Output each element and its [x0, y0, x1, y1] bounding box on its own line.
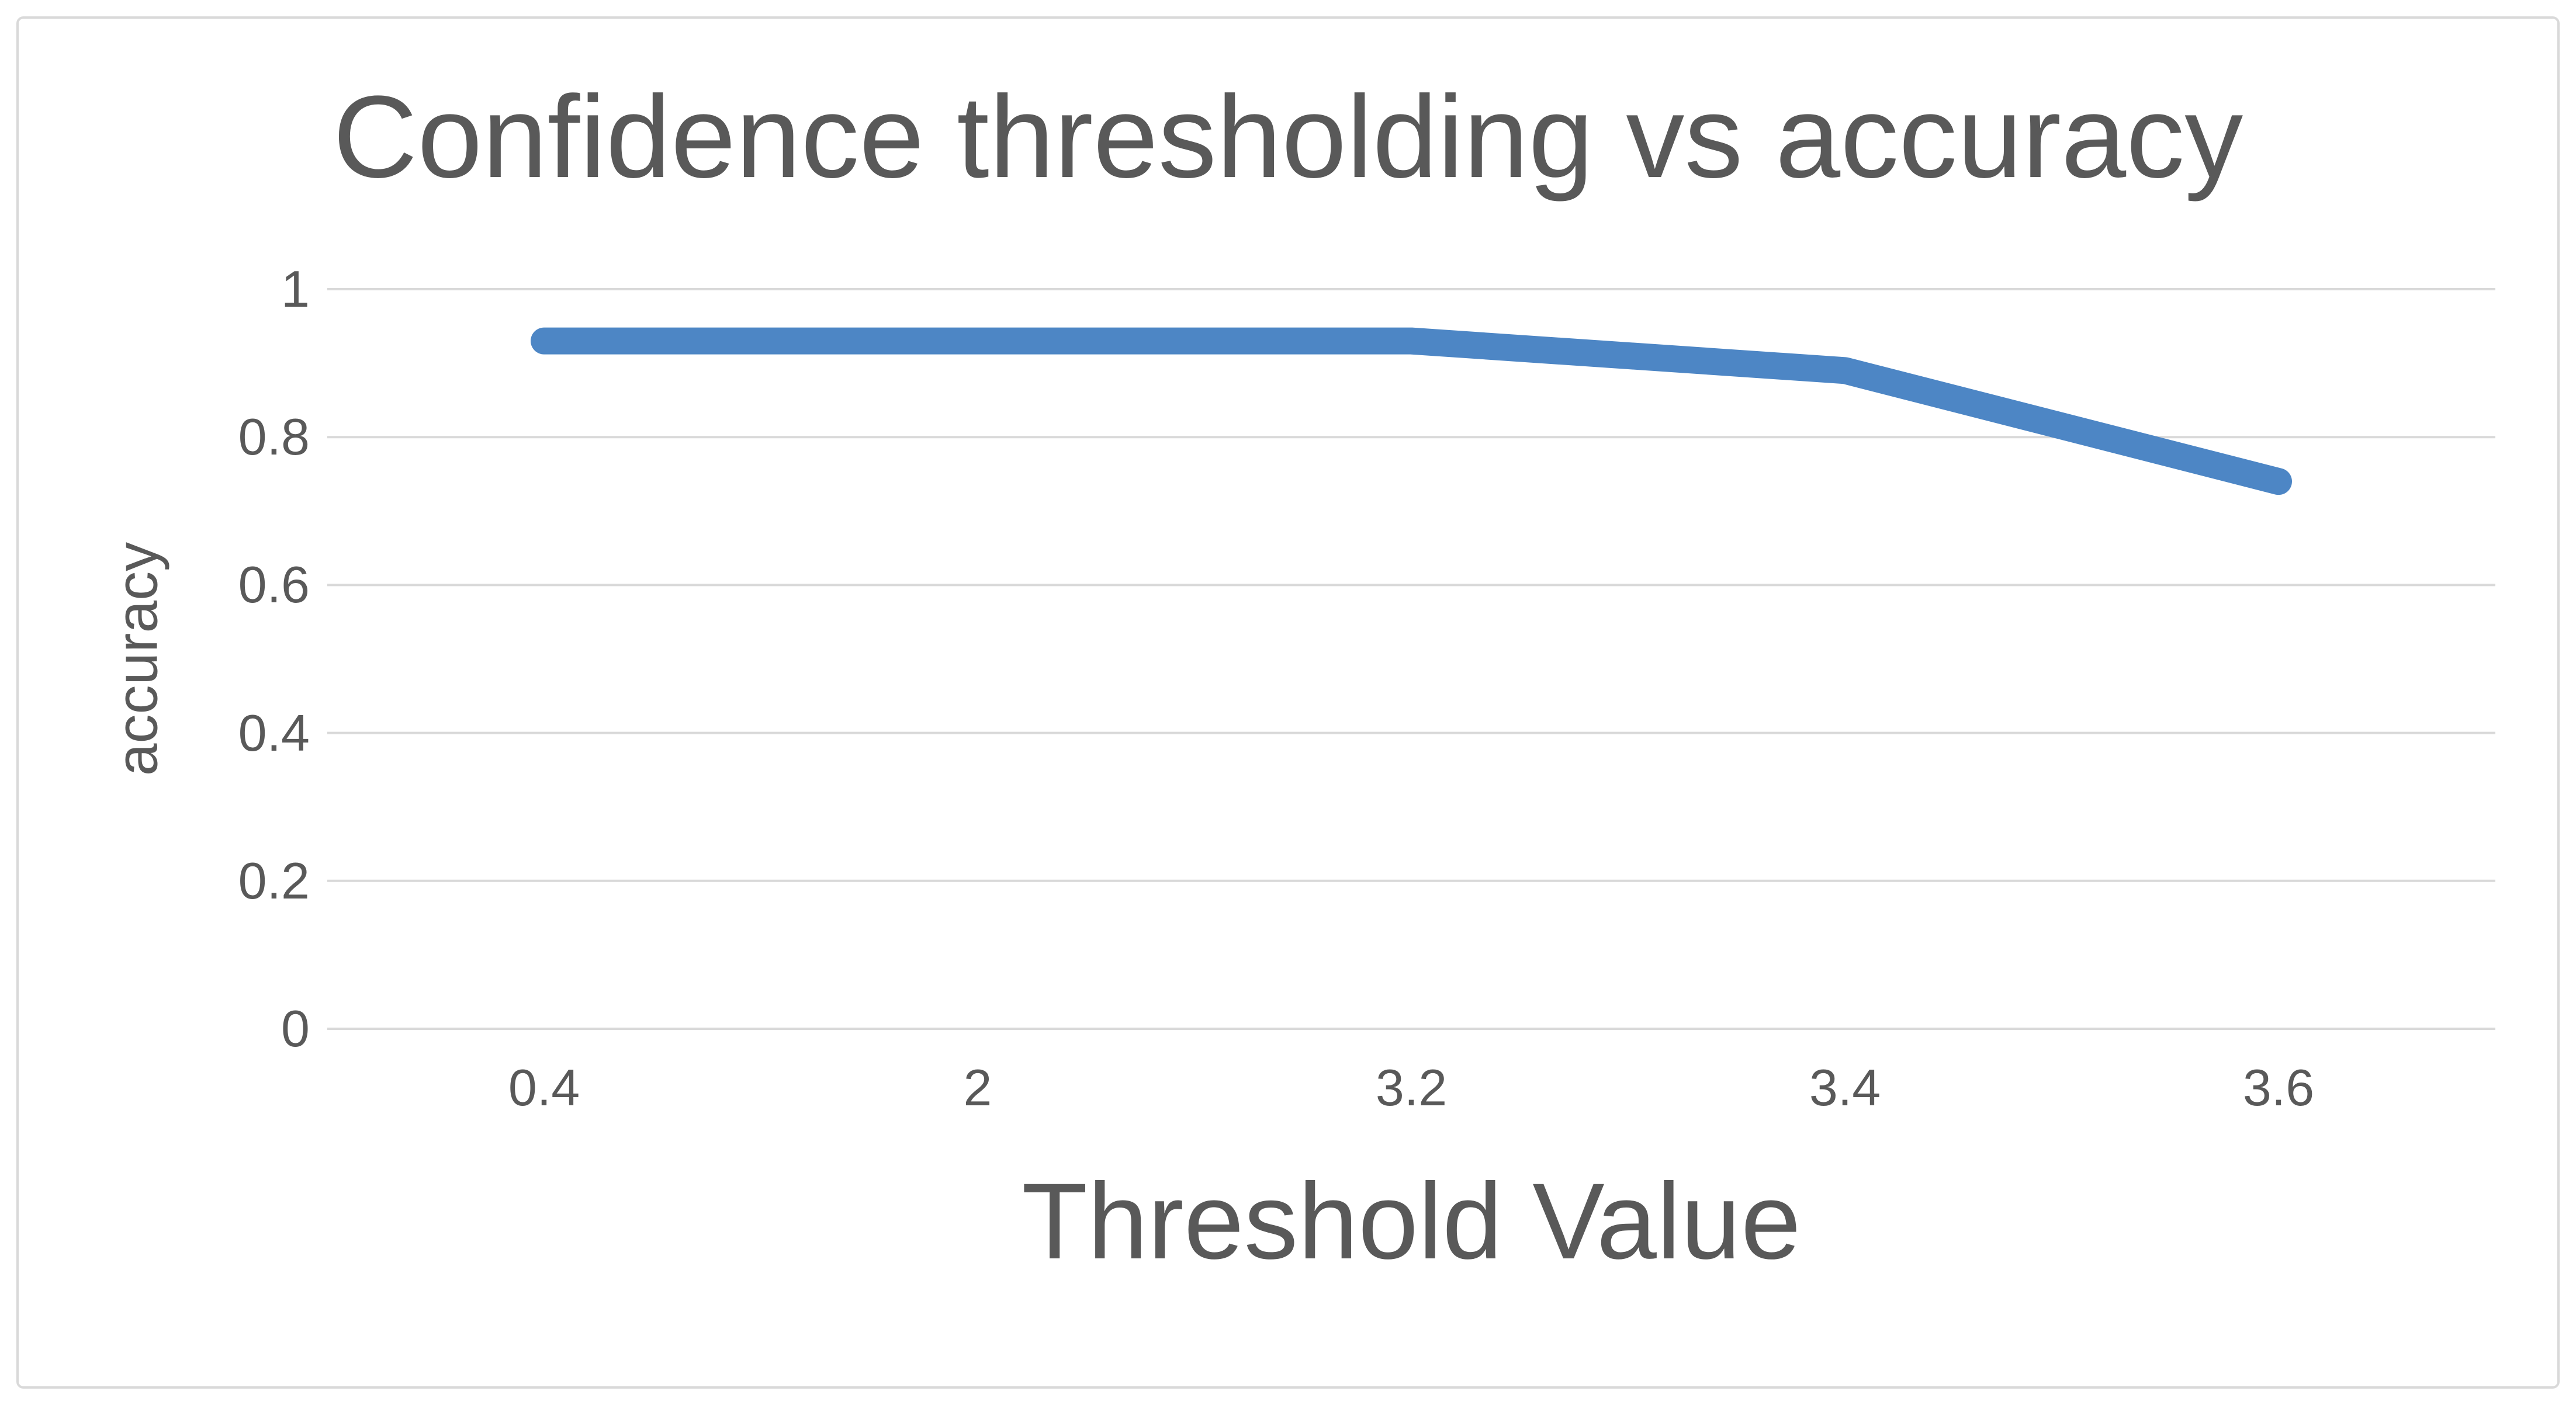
x-tick-label: 3.2 — [1375, 1059, 1448, 1116]
chart-title: Confidence thresholding vs accuracy — [333, 72, 2243, 202]
y-tick-label: 0 — [281, 1000, 310, 1057]
x-tick-label: 0.4 — [508, 1059, 580, 1116]
series-line — [531, 327, 2292, 495]
x-tick-label: 3.6 — [2242, 1059, 2315, 1116]
y-tick-label: 0.4 — [238, 703, 310, 762]
x-tick-label: 3.4 — [1809, 1059, 1881, 1116]
y-tick-label: 0.6 — [238, 556, 310, 614]
x-axis-title: Threshold Value — [1022, 1161, 1801, 1282]
y-tick-label: 1 — [281, 260, 310, 318]
y-tick-label: 0.2 — [238, 851, 310, 910]
y-tick-label: 0.8 — [238, 408, 310, 466]
chart-frame — [16, 16, 2560, 1389]
x-tick-label: 2 — [963, 1059, 992, 1116]
plot-area — [327, 288, 2495, 1030]
